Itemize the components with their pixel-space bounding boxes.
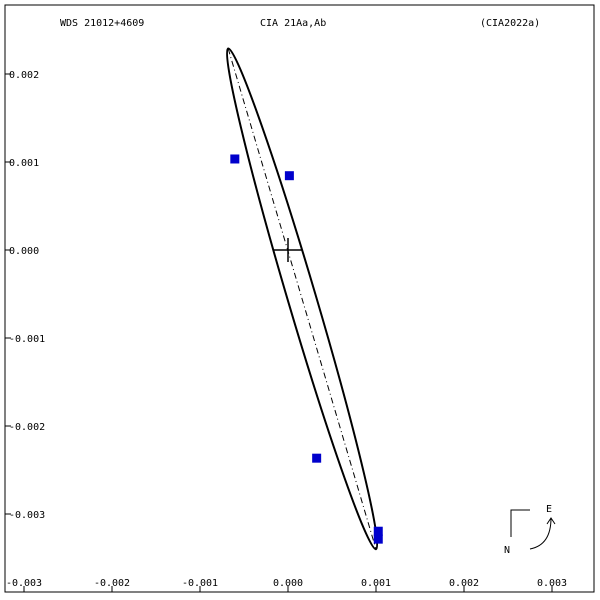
compass-arrowhead-icon (546, 517, 556, 525)
compass-rose: E N (504, 504, 556, 556)
x-tick-label: 0.003 (537, 578, 567, 589)
y-tick-label: -0.003 (9, 510, 45, 521)
y-tick-label: 0.001 (9, 158, 39, 169)
x-tick-label: 0.000 (273, 578, 303, 589)
axis-ticks: -0.003 -0.002 -0.001 0.000 0.001 0.002 0.003 0.… (5, 70, 567, 592)
line-of-apsides (227, 48, 377, 550)
compass-frame (510, 509, 530, 537)
observation-point (230, 154, 240, 164)
compass-east-label: E (546, 504, 552, 515)
header-component: CIA 21Aa,Ab (260, 18, 326, 29)
compass-north-label: N (504, 545, 510, 556)
plot-frame (4, 4, 595, 593)
x-tick-label: 0.001 (361, 578, 391, 589)
header-system-id: WDS 21012+4609 (60, 18, 144, 29)
observation-points (230, 154, 383, 544)
y-tick-label: 0.000 (9, 246, 39, 257)
x-tick-label: -0.001 (182, 578, 218, 589)
y-tick-label: -0.002 (9, 422, 45, 433)
x-tick-label: -0.002 (94, 578, 130, 589)
y-tick-label: -0.001 (9, 334, 45, 345)
compass-arrow-icon (529, 517, 552, 550)
header-reference: (CIA2022a) (480, 18, 540, 29)
y-tick-label: 0.002 (9, 70, 39, 81)
observation-point (373, 526, 383, 536)
observation-point (373, 534, 383, 544)
orbit-layer (225, 47, 379, 551)
x-tick-label: -0.003 (6, 578, 42, 589)
observation-point (312, 453, 322, 463)
x-tick-label: 0.002 (449, 578, 479, 589)
observation-point (284, 171, 294, 181)
